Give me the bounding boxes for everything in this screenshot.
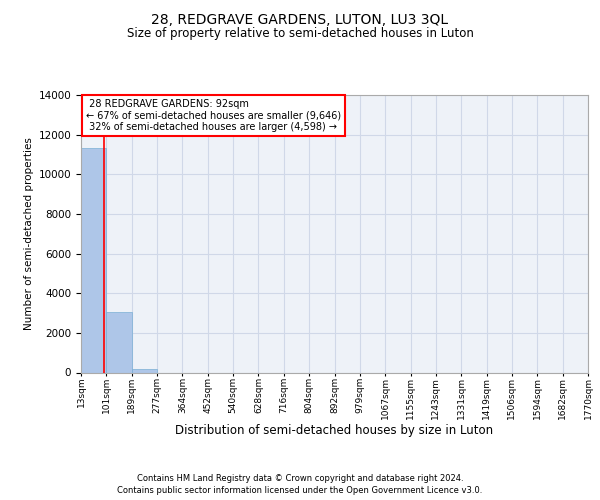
Y-axis label: Number of semi-detached properties: Number of semi-detached properties <box>25 138 34 330</box>
Bar <box>81 148 106 372</box>
Text: 28, REDGRAVE GARDENS, LUTON, LU3 3QL: 28, REDGRAVE GARDENS, LUTON, LU3 3QL <box>151 12 449 26</box>
Text: Size of property relative to semi-detached houses in Luton: Size of property relative to semi-detach… <box>127 28 473 40</box>
X-axis label: Distribution of semi-detached houses by size in Luton: Distribution of semi-detached houses by … <box>175 424 494 438</box>
Text: 28 REDGRAVE GARDENS: 92sqm
← 67% of semi-detached houses are smaller (9,646)
 32: 28 REDGRAVE GARDENS: 92sqm ← 67% of semi… <box>86 99 341 132</box>
Text: Contains HM Land Registry data © Crown copyright and database right 2024.: Contains HM Land Registry data © Crown c… <box>137 474 463 483</box>
Bar <box>132 368 157 372</box>
Bar <box>106 312 132 372</box>
Text: Contains public sector information licensed under the Open Government Licence v3: Contains public sector information licen… <box>118 486 482 495</box>
